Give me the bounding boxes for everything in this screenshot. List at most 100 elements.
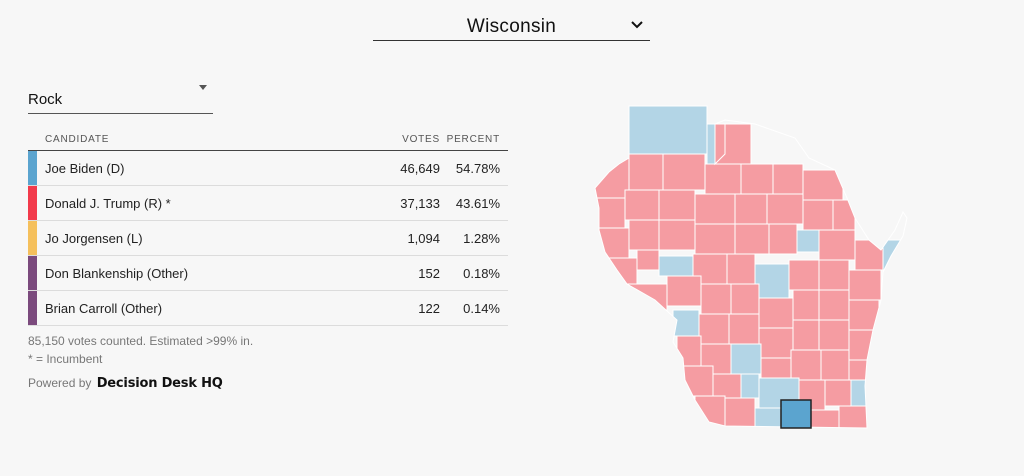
county-shape[interactable] <box>818 289 850 321</box>
header-candidate: CANDIDATE <box>45 134 110 145</box>
caret-down-icon <box>199 85 207 90</box>
county-shape[interactable] <box>848 329 878 361</box>
candidate-votes: 37,133 <box>400 196 440 211</box>
state-selector-value: Wisconsin <box>466 16 557 37</box>
results-table: CANDIDATE VOTES PERCENT Joe Biden (D) 46,… <box>28 130 508 326</box>
county-shape[interactable] <box>854 239 884 271</box>
county-shape[interactable] <box>726 253 756 285</box>
state-selector[interactable]: Wisconsin <box>373 12 650 41</box>
county-shape[interactable] <box>772 163 804 195</box>
candidate-color-swatch <box>28 221 37 255</box>
county-shape[interactable] <box>662 153 706 191</box>
candidate-votes: 46,649 <box>400 161 440 176</box>
candidate-name: Brian Carroll (Other) <box>45 301 163 316</box>
chevron-down-icon <box>631 21 643 29</box>
header-votes: VOTES <box>402 134 440 145</box>
county-shape[interactable] <box>672 309 700 337</box>
candidate-votes: 152 <box>418 266 440 281</box>
county-shape[interactable] <box>832 199 856 231</box>
candidate-color-swatch <box>28 291 37 325</box>
candidate-name: Don Blankenship (Other) <box>45 266 189 281</box>
county-shape[interactable] <box>658 219 696 251</box>
candidate-percent: 0.18% <box>463 266 500 281</box>
county-shape[interactable] <box>734 223 770 255</box>
county-shape[interactable] <box>704 163 742 195</box>
county-shape[interactable] <box>838 405 870 430</box>
table-row: Joe Biden (D) 46,649 54.78% <box>28 151 508 186</box>
table-row: Donald J. Trump (R) * 37,133 43.61% <box>28 186 508 221</box>
county-shape[interactable] <box>730 283 760 315</box>
candidate-color-swatch <box>28 256 37 290</box>
powered-by: Powered by Decision Desk HQ <box>28 376 223 391</box>
table-row: Brian Carroll (Other) 122 0.14% <box>28 291 508 326</box>
county-shape[interactable] <box>698 313 730 345</box>
table-row: Jo Jorgensen (L) 1,094 1.28% <box>28 221 508 256</box>
county-shape[interactable] <box>712 373 742 399</box>
county-shape[interactable] <box>734 193 768 225</box>
county-shape[interactable] <box>818 229 856 261</box>
county-shape[interactable] <box>754 407 782 428</box>
table-row: Don Blankenship (Other) 152 0.18% <box>28 256 508 291</box>
county-shape[interactable] <box>682 365 714 397</box>
county-shape[interactable] <box>768 223 798 255</box>
candidate-name: Joe Biden (D) <box>45 161 125 176</box>
county-shape[interactable] <box>624 189 660 221</box>
incumbent-note: * = Incumbent <box>28 352 103 366</box>
county-shape[interactable] <box>628 153 664 191</box>
county-shape[interactable] <box>796 229 820 253</box>
county-selector-value: Rock <box>28 91 63 108</box>
county-shape[interactable] <box>818 259 850 291</box>
county-shape[interactable] <box>758 297 794 329</box>
candidate-color-swatch <box>28 151 37 185</box>
county-shape[interactable] <box>730 343 762 375</box>
county-shape[interactable] <box>598 227 630 259</box>
county-shape[interactable] <box>658 189 696 221</box>
county-shape[interactable] <box>694 193 736 225</box>
county-shape[interactable] <box>740 373 760 399</box>
county-shape[interactable] <box>636 249 660 271</box>
county-shape[interactable] <box>676 335 702 367</box>
votes-counted-note: 85,150 votes counted. Estimated >99% in. <box>28 334 254 348</box>
county-shape[interactable] <box>724 397 756 428</box>
candidate-color-swatch <box>28 186 37 220</box>
county-shape[interactable] <box>728 313 760 345</box>
table-header: CANDIDATE VOTES PERCENT <box>28 130 508 151</box>
county-shape[interactable] <box>666 275 702 307</box>
county-shape[interactable] <box>754 263 790 299</box>
county-shape[interactable] <box>758 327 794 359</box>
county-shape[interactable] <box>802 199 834 231</box>
county-shape[interactable] <box>694 395 726 427</box>
county-shape[interactable] <box>628 106 708 155</box>
decision-desk-logo[interactable]: Decision Desk HQ <box>96 376 223 391</box>
wisconsin-county-map[interactable] <box>585 80 925 440</box>
county-shape[interactable] <box>788 259 820 291</box>
county-shape[interactable] <box>792 319 820 351</box>
candidate-votes: 122 <box>418 301 440 316</box>
county-shape[interactable] <box>740 163 774 195</box>
county-shape[interactable] <box>766 193 804 225</box>
county-shape[interactable] <box>824 379 852 407</box>
candidate-votes: 1,094 <box>407 231 440 246</box>
county-shape[interactable] <box>760 357 792 379</box>
header-percent: PERCENT <box>446 134 500 145</box>
powered-by-label: Powered by <box>28 376 92 390</box>
candidate-name: Donald J. Trump (R) * <box>45 196 171 211</box>
county-selector[interactable]: Rock <box>28 82 213 114</box>
selected-county-shape[interactable] <box>780 399 812 429</box>
candidate-name: Jo Jorgensen (L) <box>45 231 143 246</box>
county-shape[interactable] <box>848 269 882 301</box>
candidate-percent: 43.61% <box>455 196 500 211</box>
county-shape[interactable] <box>792 289 820 321</box>
county-shape[interactable] <box>818 319 850 351</box>
candidate-percent: 0.14% <box>463 301 500 316</box>
county-shape[interactable] <box>595 157 630 199</box>
county-shape[interactable] <box>790 349 822 381</box>
county-shape[interactable] <box>700 283 732 315</box>
county-shape[interactable] <box>802 169 844 201</box>
county-shape[interactable] <box>694 223 736 255</box>
county-shape[interactable] <box>820 349 850 381</box>
county-shape[interactable] <box>658 255 694 277</box>
candidate-percent: 54.78% <box>455 161 500 176</box>
candidate-percent: 1.28% <box>463 231 500 246</box>
county-shape[interactable] <box>628 219 660 251</box>
